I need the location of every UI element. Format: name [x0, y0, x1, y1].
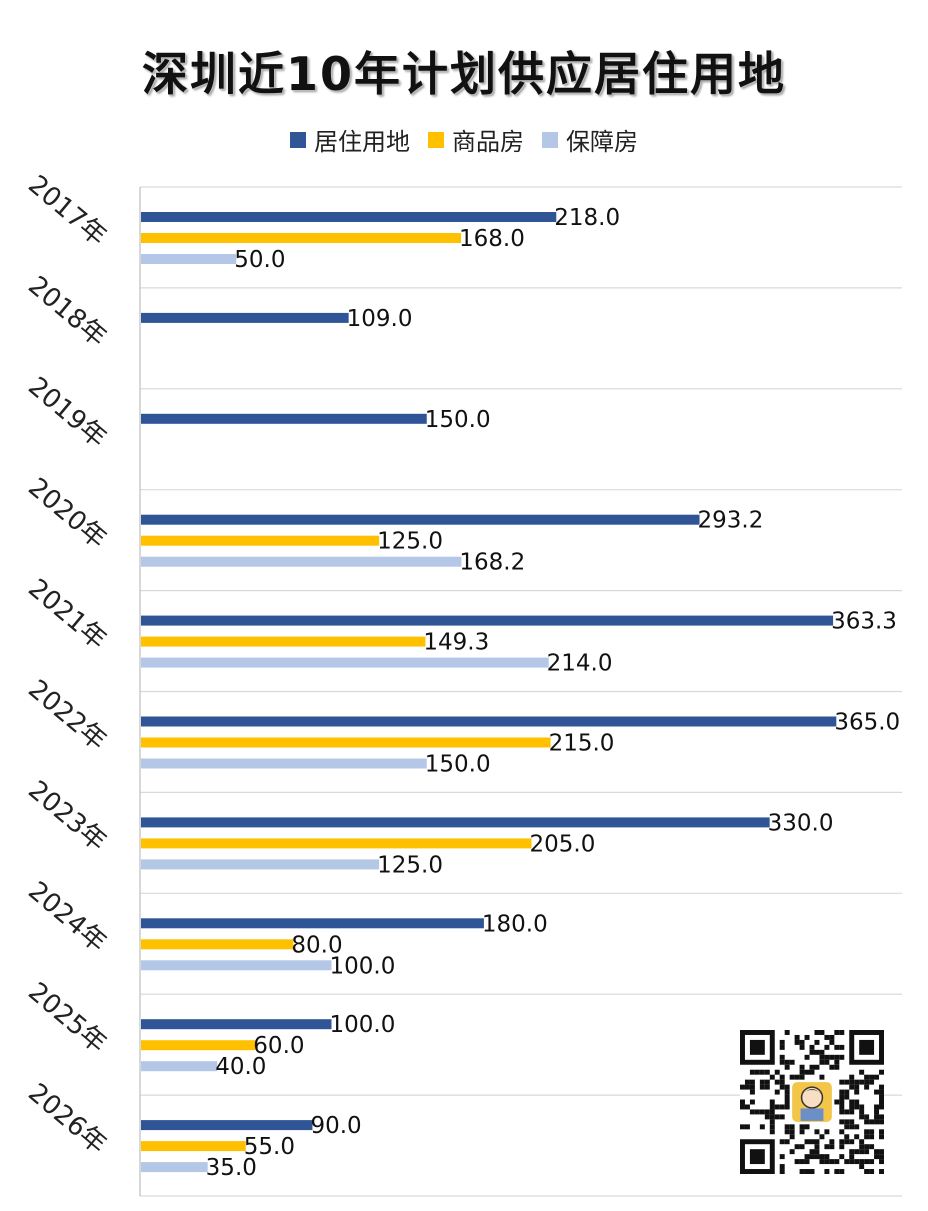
data-label: 149.3	[423, 630, 489, 656]
legend-label: 保障房	[566, 128, 638, 156]
data-label: 40.0	[215, 1054, 266, 1080]
legend-item: 商品房	[428, 122, 524, 157]
category-label: 2021年	[22, 573, 112, 655]
legend: 居住用地 商品房 保障房	[0, 122, 928, 157]
bar	[141, 737, 551, 748]
data-label: 363.3	[831, 609, 897, 635]
bar	[141, 657, 549, 668]
legend-swatch	[428, 131, 444, 148]
data-label: 150.0	[425, 752, 491, 778]
bar	[141, 918, 484, 929]
data-label: 90.0	[310, 1113, 361, 1139]
data-label: 205.0	[530, 831, 596, 857]
bar	[141, 1120, 313, 1131]
category-label: 2026年	[22, 1078, 112, 1160]
bar	[141, 939, 294, 950]
bar	[141, 413, 427, 424]
legend-item: 居住用地	[290, 122, 410, 157]
bar	[141, 859, 380, 870]
bar	[141, 312, 349, 323]
bar	[141, 1162, 208, 1173]
legend-swatch	[542, 131, 558, 148]
data-label: 100.0	[330, 953, 396, 979]
data-label: 365.0	[834, 710, 900, 736]
bar	[141, 615, 834, 626]
data-label: 215.0	[549, 731, 615, 757]
data-label: 150.0	[425, 407, 491, 433]
bar	[141, 1040, 256, 1051]
data-label: 330.0	[768, 810, 834, 836]
data-label: 109.0	[347, 306, 413, 332]
bar	[141, 838, 532, 849]
legend-label: 商品房	[452, 128, 524, 156]
chart-title: 深圳近10年计划供应居住用地	[141, 47, 786, 101]
data-label: 35.0	[206, 1155, 257, 1181]
bar	[141, 817, 770, 828]
bar	[141, 514, 700, 525]
category-label: 2022年	[22, 674, 112, 756]
bar	[141, 233, 462, 243]
bar	[141, 556, 462, 567]
bar	[141, 716, 837, 727]
bar	[141, 254, 237, 264]
category-label: 2025年	[22, 977, 112, 1059]
bar	[141, 1141, 246, 1152]
bar	[141, 960, 332, 971]
data-label: 60.0	[253, 1033, 304, 1059]
data-label: 125.0	[377, 852, 443, 878]
data-label: 168.0	[459, 226, 525, 252]
bar	[141, 758, 427, 769]
category-label: 2020年	[22, 472, 112, 554]
bar	[141, 535, 380, 546]
legend-swatch	[290, 131, 306, 148]
category-label: 2019年	[22, 372, 112, 454]
data-label: 100.0	[330, 1012, 396, 1038]
data-label: 168.2	[459, 550, 525, 576]
data-label: 125.0	[377, 529, 443, 555]
bar	[141, 1019, 332, 1030]
bar	[141, 1061, 218, 1072]
category-label: 2023年	[22, 775, 112, 857]
bar	[141, 212, 557, 222]
category-label: 2018年	[22, 271, 112, 353]
legend-label: 居住用地	[314, 128, 410, 156]
data-label: 180.0	[482, 911, 548, 937]
legend-item: 保障房	[542, 122, 638, 157]
category-label: 2024年	[22, 876, 112, 958]
data-label: 293.2	[698, 508, 764, 534]
data-label: 218.0	[554, 205, 620, 231]
category-label: 2017年	[22, 170, 112, 252]
data-label: 55.0	[244, 1134, 295, 1160]
data-label: 214.0	[547, 651, 613, 677]
data-label: 50.0	[234, 247, 285, 273]
qr-code-icon	[740, 1030, 884, 1174]
data-label: 80.0	[291, 932, 342, 958]
bar	[141, 636, 426, 647]
